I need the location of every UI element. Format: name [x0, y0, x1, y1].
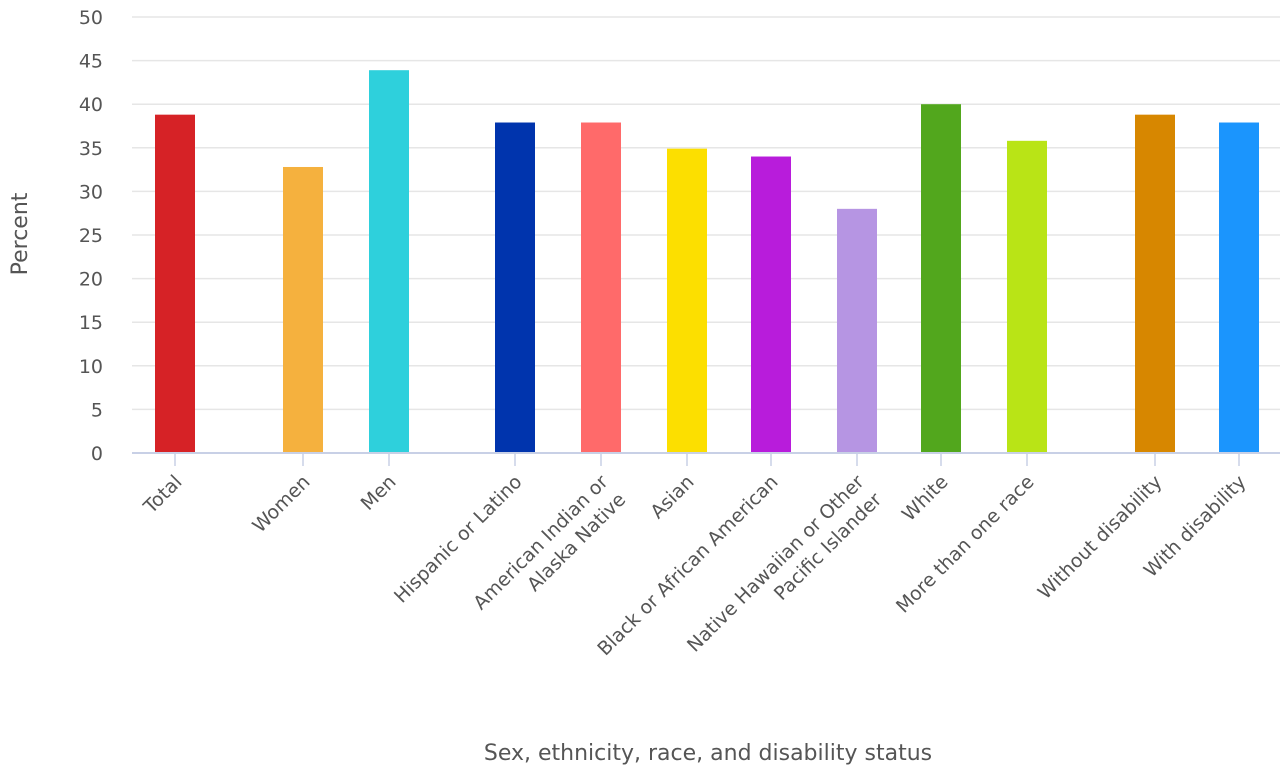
- x-category-label: Men: [357, 471, 401, 515]
- bar: [751, 156, 791, 453]
- x-category-label-line: Men: [357, 471, 401, 515]
- x-category-label: Native Hawaiian or OtherPacific Islander: [683, 471, 886, 674]
- y-tick-label: 30: [79, 181, 103, 203]
- y-tick-label: 5: [91, 399, 103, 421]
- bar: [837, 208, 877, 453]
- y-tick-label: 40: [79, 94, 103, 116]
- bars: [155, 70, 1259, 454]
- y-tick-label: 15: [79, 312, 103, 334]
- x-category-label-line: Native Hawaiian or Other: [683, 471, 869, 657]
- y-tick-label: 25: [79, 225, 103, 247]
- y-tick-label: 45: [79, 51, 103, 73]
- y-tick-label: 10: [79, 356, 103, 378]
- x-axis-title: Sex, ethnicity, race, and disability sta…: [484, 741, 932, 766]
- bar: [921, 104, 961, 453]
- bar: [667, 148, 707, 453]
- y-tick-label: 35: [79, 138, 103, 160]
- x-category-label-line: White: [898, 471, 953, 526]
- x-category-label-line: Without disability: [1034, 471, 1167, 604]
- bar: [369, 70, 409, 453]
- bar: [581, 122, 621, 454]
- y-tick-label: 20: [79, 269, 103, 291]
- x-category-label: Total: [139, 471, 187, 519]
- x-category-label: White: [898, 471, 953, 526]
- y-tick-label: 0: [91, 443, 103, 465]
- bar: [1135, 114, 1175, 453]
- y-axis-ticks: 0 5 10 15 20 25 30 35 40 45 50: [79, 7, 103, 465]
- bar: [1007, 140, 1047, 453]
- x-category-label-line: Total: [139, 471, 187, 519]
- x-category-label-line: Women: [248, 471, 314, 537]
- bar: [495, 122, 535, 454]
- x-category-label: Asian: [646, 471, 698, 523]
- x-category-label: Women: [248, 471, 314, 537]
- x-category-label-line: Asian: [646, 471, 698, 523]
- bar: [1219, 122, 1259, 454]
- y-tick-label: 50: [79, 7, 103, 29]
- y-axis-title: Percent: [8, 192, 33, 275]
- bar: [155, 114, 195, 453]
- bar: [283, 166, 323, 453]
- x-category-label: Without disability: [1034, 471, 1167, 604]
